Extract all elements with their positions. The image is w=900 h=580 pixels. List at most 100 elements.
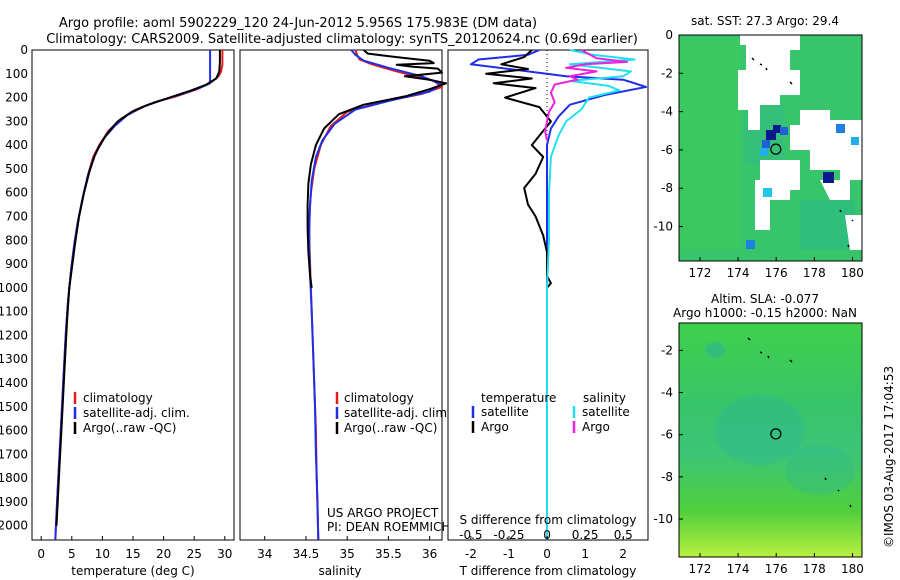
difference-xlabel-top: S difference from climatology xyxy=(460,513,637,527)
lon-tick-label: 176 xyxy=(765,562,788,576)
salinity-plot-frame xyxy=(239,49,443,541)
depth-tick-label: 1300 xyxy=(0,352,28,366)
legend-climatology-label: climatology xyxy=(83,391,153,405)
sst-data-gap xyxy=(755,160,800,230)
sla-map: Altim. SLA: -0.077 Argo h1000: -0.15 h20… xyxy=(653,292,864,576)
credit-project: US ARGO PROJECT xyxy=(327,506,439,520)
sst-field-patch xyxy=(680,40,740,250)
temperature-xlabel: temperature (deg C) xyxy=(71,564,194,578)
difference-series xyxy=(469,49,648,540)
depth-tick-label: 1100 xyxy=(0,305,28,319)
legend-s-satellite-label: satellite xyxy=(582,405,630,419)
x-tick-label: 36 xyxy=(422,547,437,561)
sla-map-title-line2: Argo h1000: -0.15 h2000: NaN xyxy=(673,306,857,320)
lat-tick-label: -4 xyxy=(661,105,673,119)
salinity-legend: climatology satellite-adj. clim. Argo(..… xyxy=(335,391,451,435)
legend-argo-label: Argo(..raw -QC) xyxy=(344,421,437,435)
lat-tick-label: -8 xyxy=(661,181,673,195)
depth-tick-label: 800 xyxy=(5,233,28,247)
lat-tick-label: -2 xyxy=(661,343,673,357)
sst-cold-pixel xyxy=(780,127,788,135)
credit-pi: PI: DEAN ROEMMICH xyxy=(327,520,450,534)
series-line-argo xyxy=(55,50,221,526)
x-tick-label: 35 xyxy=(340,547,355,561)
lon-tick-label: 180 xyxy=(841,562,864,576)
salinity-xlabel: salinity xyxy=(318,564,361,578)
series-line-t-argo xyxy=(485,49,552,289)
x-tick-label: 34 xyxy=(257,547,272,561)
sst-cold-pixel xyxy=(763,188,772,197)
series-line-s-argo xyxy=(544,49,628,141)
depth-tick-label: 0 xyxy=(20,43,28,57)
depth-tick-label: 1500 xyxy=(0,400,28,414)
x-tick-label: 0 xyxy=(37,547,45,561)
sst-map-ticks: 172 174 176 178 180 0 -2 -4 -6 -8 -10 xyxy=(653,28,864,280)
sst-cold-pixel xyxy=(746,240,755,249)
sst-map-frame xyxy=(678,34,863,262)
temperature-panel: 0 5 10 15 20 25 30 temperature (deg C) climato… xyxy=(31,49,235,578)
sst-argo-position-marker xyxy=(770,143,782,155)
sst-cold-pixel xyxy=(851,137,859,145)
sla-map-title-line1: Altim. SLA: -0.077 xyxy=(711,292,819,306)
lon-tick-label: 174 xyxy=(727,562,750,576)
s-tick-label: -0.5 xyxy=(459,528,482,542)
s-tick-label: -0.25 xyxy=(493,528,524,542)
sst-map-field xyxy=(679,35,862,261)
x-tick-label: 0 xyxy=(543,547,551,561)
depth-tick-label: 1200 xyxy=(0,328,28,342)
legend-s-argo-label: Argo xyxy=(582,420,610,434)
sst-data-gap xyxy=(820,180,850,200)
island-markers xyxy=(751,57,854,248)
lat-tick-label: -6 xyxy=(661,143,673,157)
sst-data-gap xyxy=(845,215,862,250)
depth-tick-label: 500 xyxy=(5,162,28,176)
lon-tick-label: 178 xyxy=(803,266,826,280)
sla-field-patch xyxy=(715,395,805,465)
lon-tick-label: 174 xyxy=(727,266,750,280)
header-title-line2: Climatology: CARS2009. Satellite-adjuste… xyxy=(46,32,638,47)
salinity-x-ticks: 34 34.5 35 35.5 36 xyxy=(257,536,437,561)
difference-xlabel-bottom: T difference from climatology xyxy=(459,564,637,578)
difference-x-ticks: -2 -1 0 1 2 -0.5 -0.25 0 0.25 0.5 xyxy=(459,528,633,561)
salinity-series xyxy=(306,49,448,541)
sst-cold-pixel xyxy=(836,124,845,133)
lon-tick-label: 176 xyxy=(765,266,788,280)
header-title-line1: Argo profile: aoml 5902229_120 24-Jun-20… xyxy=(59,16,537,31)
sst-cold-pixel xyxy=(773,125,781,133)
depth-tick-label: 100 xyxy=(5,67,28,81)
sla-map-ticks: 172 174 176 178 180 -2 -4 -6 -8 -10 xyxy=(653,343,864,576)
x-tick-label: 1 xyxy=(581,547,589,561)
legend-temperature-title: temperature xyxy=(481,391,556,405)
x-tick-label: 10 xyxy=(95,547,110,561)
x-tick-label: 20 xyxy=(156,547,171,561)
depth-tick-label: 600 xyxy=(5,186,28,200)
x-tick-label: 5 xyxy=(68,547,76,561)
legend-salinity-title: salinity xyxy=(583,391,626,405)
series-line-s-satellite xyxy=(546,49,636,540)
difference-panel: -2 -1 0 1 2 -0.5 -0.25 0 0.25 0.5 T difference fr… xyxy=(447,49,649,578)
sla-map-frame xyxy=(678,322,863,558)
sla-field-patch xyxy=(705,342,725,358)
depth-tick-label: 900 xyxy=(5,257,28,271)
lat-tick-label: -2 xyxy=(661,66,673,80)
legend-satellite-label: satellite-adj. clim. xyxy=(344,406,451,420)
depth-tick-label: 400 xyxy=(5,138,28,152)
depth-tick-label: 300 xyxy=(5,114,28,128)
sst-map: sat. SST: 27.3 Argo: 29.4 xyxy=(653,14,864,280)
series-line-satellite xyxy=(308,49,443,541)
x-tick-label: 34.5 xyxy=(293,547,320,561)
legend-climatology-label: climatology xyxy=(344,391,414,405)
depth-tick-label: 1800 xyxy=(0,471,28,485)
temperature-series xyxy=(54,50,224,541)
temperature-x-ticks: 0 5 10 15 20 25 30 xyxy=(37,536,232,561)
lat-tick-label: -10 xyxy=(653,220,673,234)
sst-cold-pixel xyxy=(766,130,776,140)
x-tick-label: -2 xyxy=(465,547,477,561)
depth-tick-label: 1000 xyxy=(0,281,28,295)
sla-argo-position-marker xyxy=(770,428,782,440)
sla-field-patch xyxy=(785,445,855,495)
lat-tick-label: -10 xyxy=(653,512,673,526)
sst-cold-pixel xyxy=(762,140,770,148)
x-tick-label: -1 xyxy=(503,547,515,561)
